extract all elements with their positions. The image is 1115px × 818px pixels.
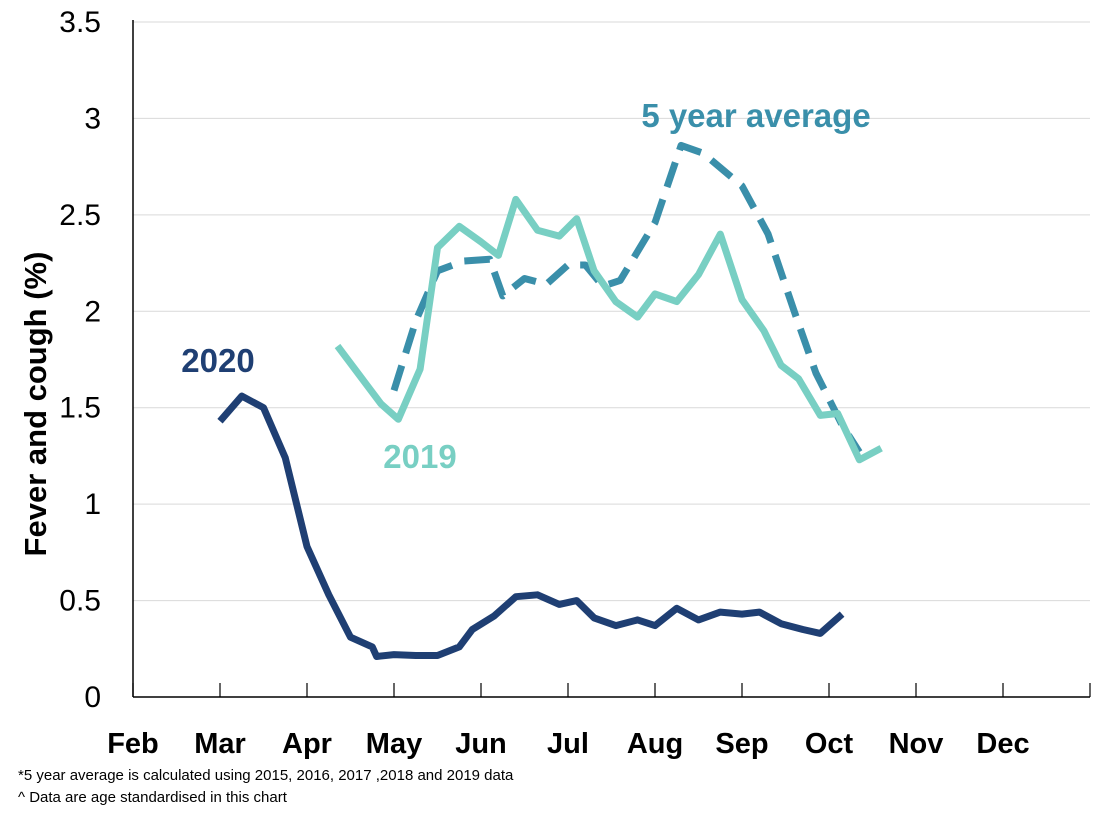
y-tick-label-3.5: 3.5 (59, 6, 101, 39)
series-line-2020 (217, 392, 845, 660)
gridlines (133, 21, 1090, 602)
x-tick-labels: Feb Mar Apr May Jun Jul Aug Sep Oct Nov Dec (107, 728, 1029, 760)
y-tick-label-3: 3 (84, 102, 101, 135)
series-line-2019 (334, 195, 883, 464)
x-tick-label-nov: Nov (889, 728, 944, 760)
x-tick-label-jul: Jul (547, 728, 589, 760)
x-tick-label-jun: Jun (455, 728, 507, 760)
x-tick-label-mar: Mar (194, 728, 246, 760)
x-tick-label-apr: Apr (282, 728, 332, 760)
y-tick-labels: 0 0.5 1 1.5 2 2.5 3 3.5 (59, 6, 101, 714)
y-tick-label-0: 0 (84, 681, 101, 714)
series-label-2020: 2020 (181, 342, 254, 379)
x-tick-label-sep: Sep (715, 728, 768, 760)
footnote-average: *5 year average is calculated using 2015… (18, 767, 514, 784)
y-tick-label-1.5: 1.5 (59, 392, 101, 425)
chart: 0 0.5 1 1.5 2 2.5 3 3.5 Feb Mar Apr May Jun Jul Aug Se… (18, 6, 1091, 760)
y-axis-label: Fever and cough (%) (18, 252, 53, 557)
x-tick-label-oct: Oct (805, 728, 854, 760)
y-tick-label-1: 1 (84, 488, 101, 521)
axes (132, 20, 1091, 698)
y-tick-label-0.5: 0.5 (59, 585, 101, 618)
series-line-5-year-average (390, 141, 863, 454)
footnote-standardised: ^ Data are age standardised in this char… (18, 789, 287, 806)
series-label-5-year-average: 5 year average (641, 97, 870, 134)
y-tick-label-2.5: 2.5 (59, 199, 101, 232)
x-tick-label-may: May (366, 728, 422, 760)
series-labels: 2020 2019 5 year average (181, 97, 870, 475)
series-lines (217, 141, 883, 660)
y-tick-label-2: 2 (84, 295, 101, 328)
series-label-2019: 2019 (383, 438, 456, 475)
x-tick-label-feb: Feb (107, 728, 159, 760)
x-tick-label-aug: Aug (627, 728, 683, 760)
x-tick-label-dec: Dec (976, 728, 1029, 760)
